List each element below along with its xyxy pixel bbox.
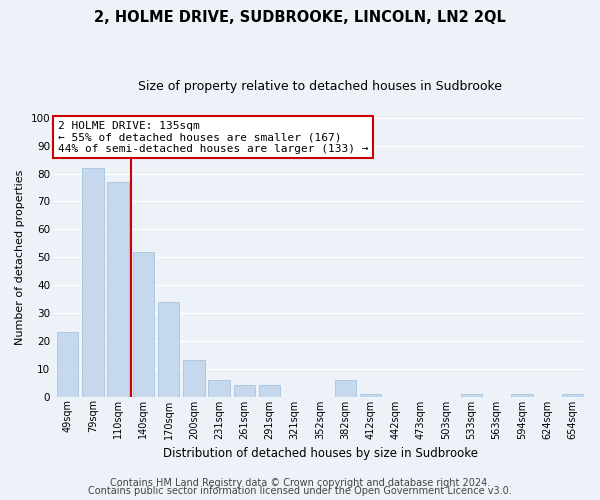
Text: Contains HM Land Registry data © Crown copyright and database right 2024.: Contains HM Land Registry data © Crown c… [110,478,490,488]
Bar [57,332,79,396]
Text: 2 HOLME DRIVE: 135sqm
← 55% of detached houses are smaller (167)
44% of semi-det: 2 HOLME DRIVE: 135sqm ← 55% of detached … [58,120,368,154]
Y-axis label: Number of detached properties: Number of detached properties [15,170,25,345]
Bar [208,380,230,396]
Bar [259,386,280,396]
Text: 2, HOLME DRIVE, SUDBROOKE, LINCOLN, LN2 2QL: 2, HOLME DRIVE, SUDBROOKE, LINCOLN, LN2 … [94,10,506,25]
Bar [335,380,356,396]
Bar [183,360,205,396]
Title: Size of property relative to detached houses in Sudbrooke: Size of property relative to detached ho… [138,80,502,93]
Bar [461,394,482,396]
Bar [360,394,381,396]
Bar [133,252,154,396]
Bar [82,168,104,396]
Bar [158,302,179,396]
Bar [511,394,533,396]
Bar [562,394,583,396]
Text: Contains public sector information licensed under the Open Government Licence v3: Contains public sector information licen… [88,486,512,496]
X-axis label: Distribution of detached houses by size in Sudbrooke: Distribution of detached houses by size … [163,447,478,460]
Bar [233,386,255,396]
Bar [107,182,129,396]
